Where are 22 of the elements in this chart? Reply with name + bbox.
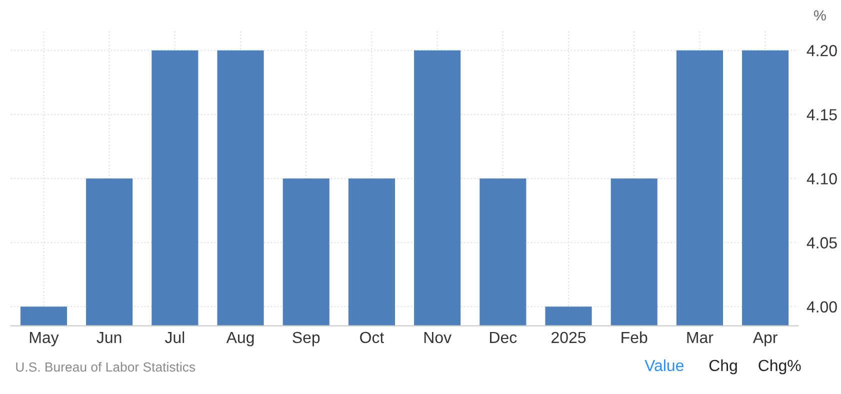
text: Chg [709, 359, 737, 374]
x-tick-label: Nov [424, 332, 452, 344]
x-tick-label: Apr [752, 332, 778, 346]
x-tick-label: Feb [622, 331, 648, 344]
x-tick-label: 2025 [552, 332, 586, 344]
y-tick-label: 4.00 [806, 301, 837, 313]
x-tick-label: Aug [226, 332, 254, 346]
x-tick-label: Dec [490, 332, 517, 344]
x-tick-label: Oct [360, 332, 384, 344]
x-tick-label: May [30, 332, 59, 346]
text: Chg% [758, 359, 801, 374]
text: U.S. Bureau of Labor Statistics [16, 362, 196, 372]
y-tick-label: 4.20 [806, 44, 837, 56]
x-tick-label: Sep [292, 332, 320, 346]
y-tick-label: 4.10 [806, 173, 837, 184]
y-tick-label: 4.05 [806, 237, 837, 248]
x-tick-label: Jun [96, 332, 122, 344]
text: Value [644, 359, 684, 372]
x-tick-label: Jul [164, 331, 184, 344]
x-tick-label: Mar [687, 332, 714, 344]
y-tick-label: 4.15 [806, 109, 837, 120]
y-axis-title: % [814, 10, 826, 21]
